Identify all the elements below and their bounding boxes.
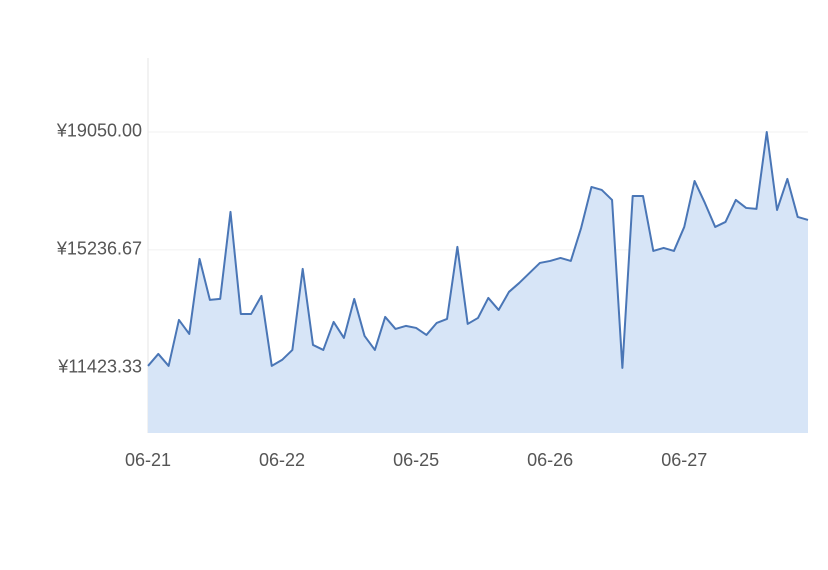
y-tick-label: ¥19050.00	[56, 121, 142, 141]
x-tick-label: 06-25	[393, 450, 439, 470]
area	[148, 131, 808, 433]
line	[147, 130, 809, 369]
y-tick-label: ¥15236.67	[56, 239, 142, 259]
x-tick-label: 06-27	[661, 450, 707, 470]
y-tick-label: ¥11423.33	[57, 357, 142, 377]
x-tick-label: 06-22	[259, 450, 305, 470]
x-tick-label: 06-26	[527, 450, 573, 470]
x-tick-label: 06-21	[125, 450, 171, 470]
